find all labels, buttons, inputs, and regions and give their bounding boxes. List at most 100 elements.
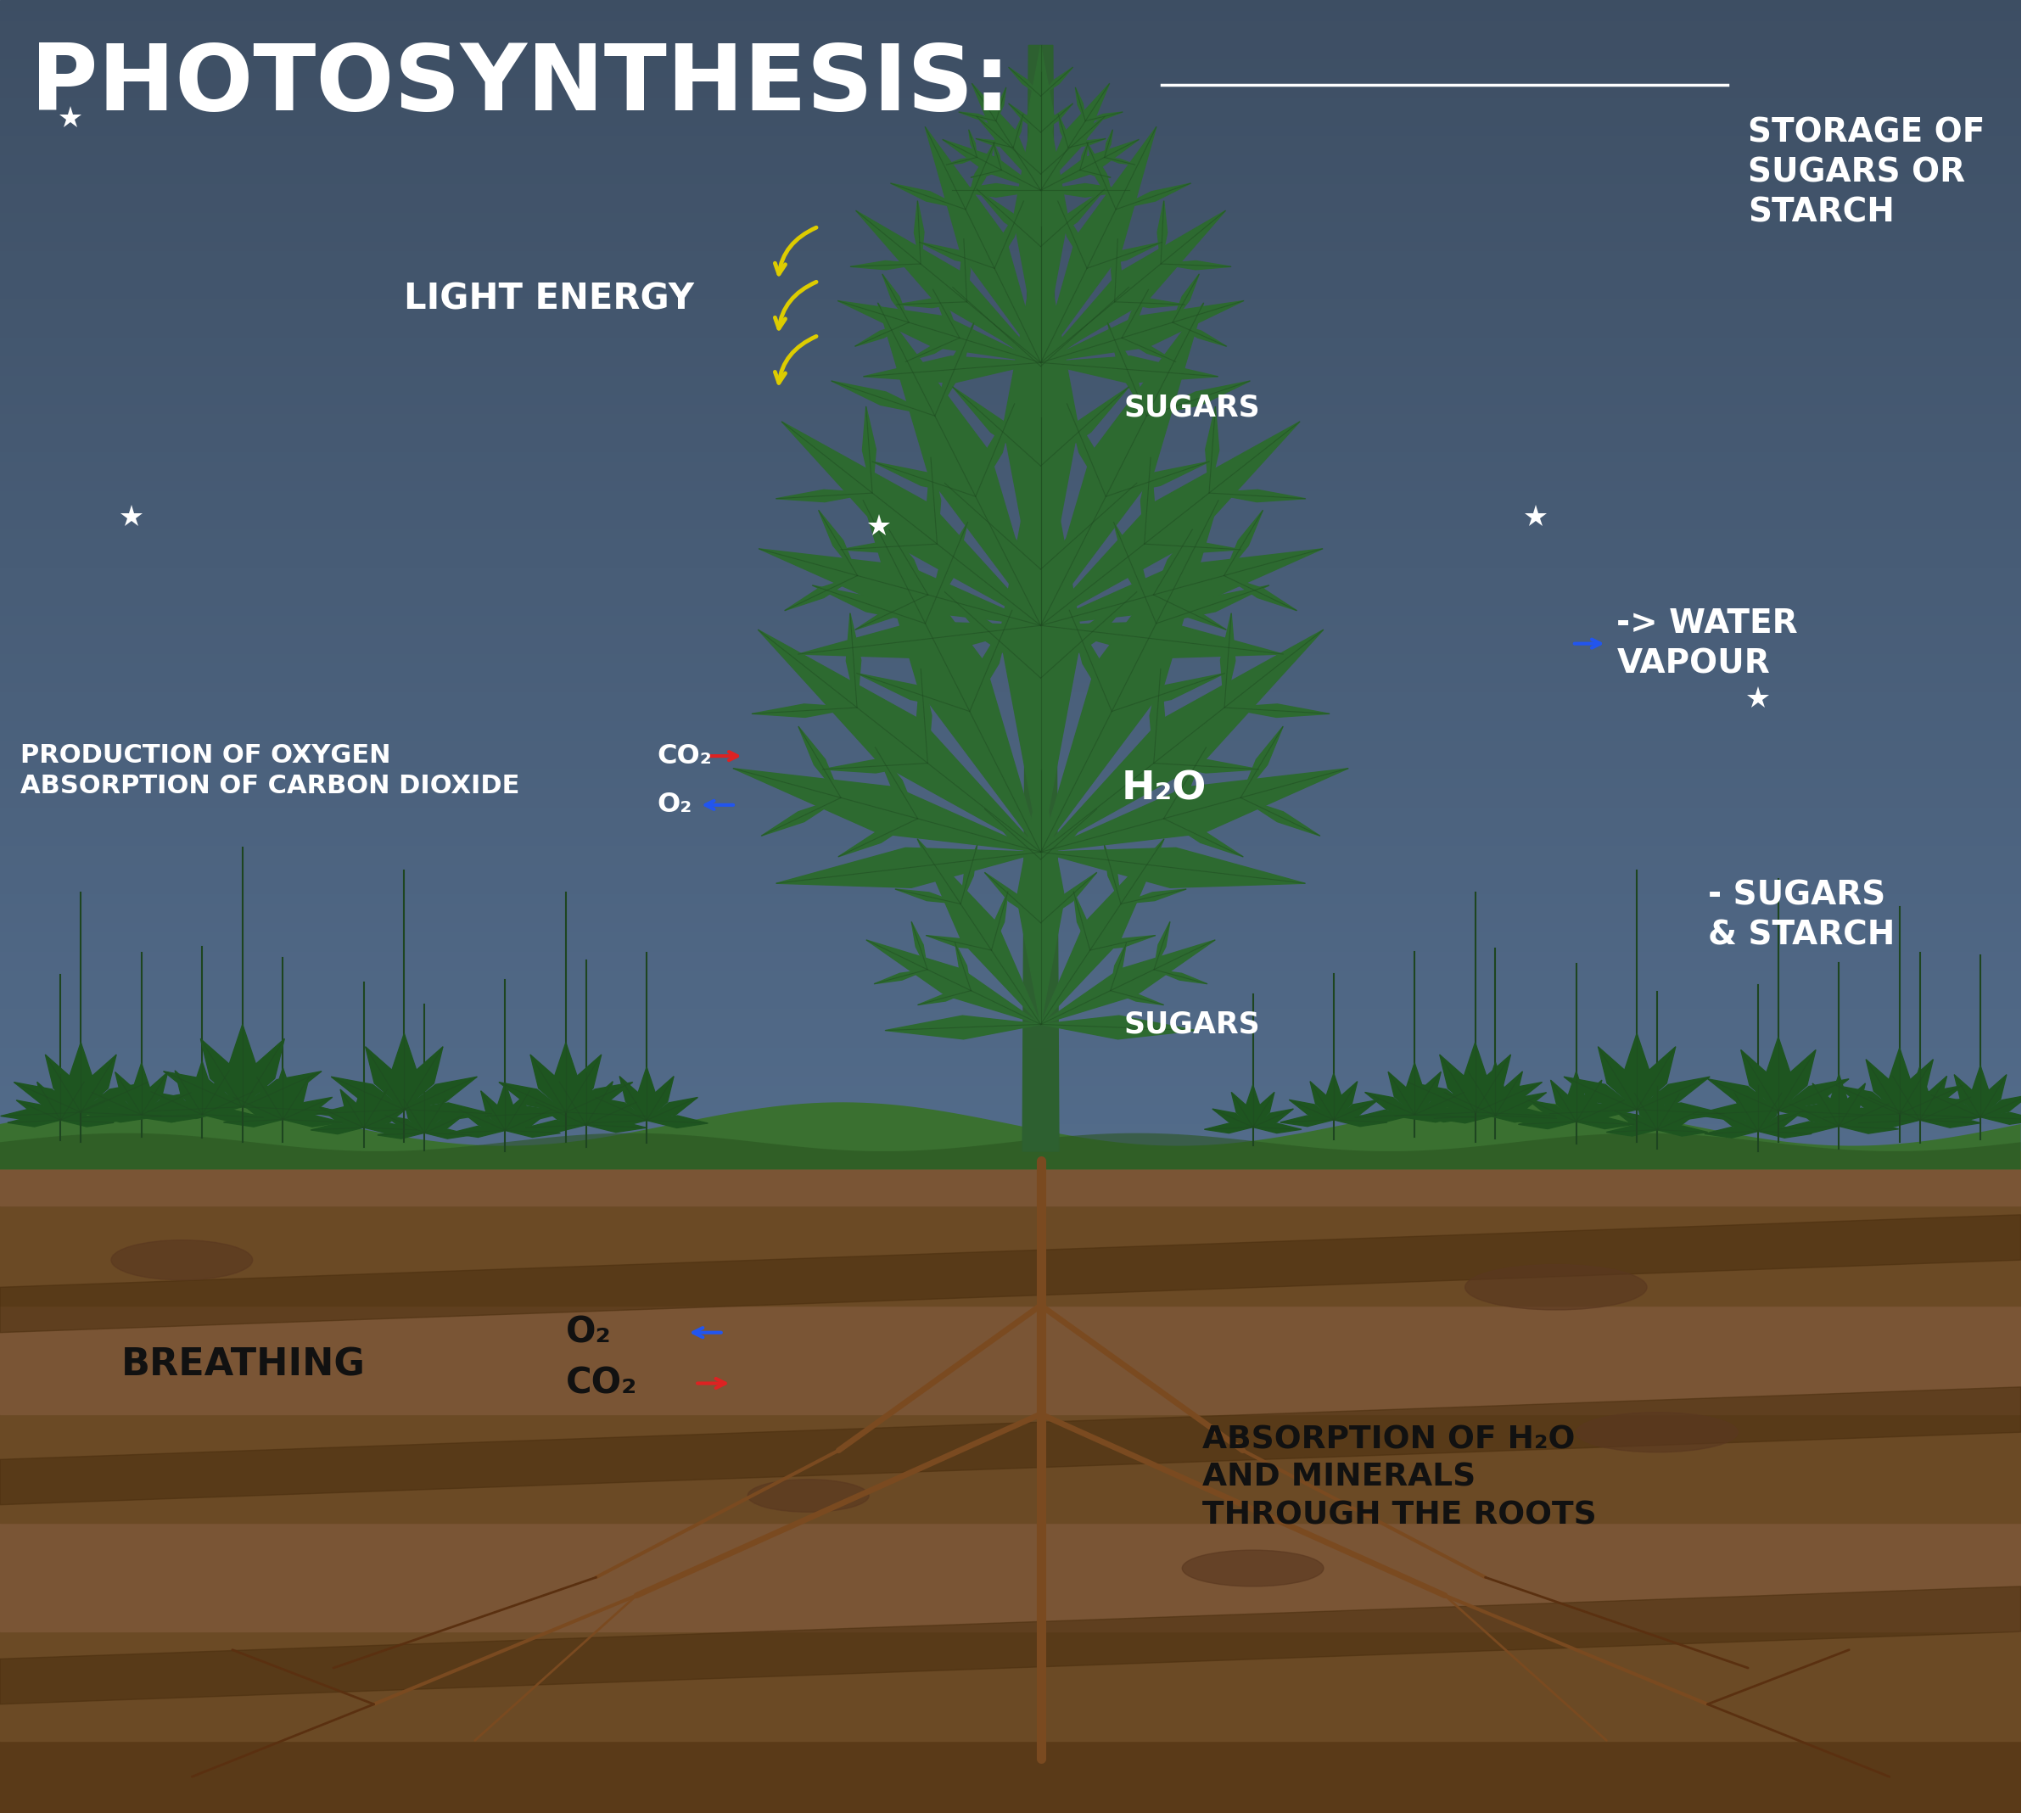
Bar bbox=[0, 825, 2022, 834]
Polygon shape bbox=[1040, 809, 1098, 859]
Polygon shape bbox=[1112, 239, 1120, 301]
Polygon shape bbox=[1981, 1113, 2040, 1124]
Bar bbox=[0, 373, 2022, 384]
Bar bbox=[0, 653, 2022, 662]
Polygon shape bbox=[61, 1117, 114, 1126]
Text: O₂: O₂ bbox=[566, 1314, 611, 1351]
Polygon shape bbox=[1549, 1102, 1637, 1120]
Polygon shape bbox=[82, 1106, 161, 1122]
Polygon shape bbox=[114, 1071, 141, 1115]
Polygon shape bbox=[405, 1046, 444, 1110]
Polygon shape bbox=[875, 747, 918, 819]
Polygon shape bbox=[1476, 1055, 1511, 1111]
Polygon shape bbox=[319, 1108, 364, 1128]
Polygon shape bbox=[1157, 201, 1167, 265]
Text: CO₂: CO₂ bbox=[656, 743, 711, 769]
Polygon shape bbox=[317, 1102, 405, 1120]
Polygon shape bbox=[1173, 274, 1200, 323]
Polygon shape bbox=[0, 1106, 82, 1122]
Polygon shape bbox=[243, 1071, 321, 1106]
Polygon shape bbox=[1919, 1077, 1946, 1120]
Polygon shape bbox=[1414, 1093, 1464, 1115]
Polygon shape bbox=[1468, 1071, 1496, 1115]
Bar bbox=[0, 230, 2022, 239]
Polygon shape bbox=[905, 337, 959, 361]
Polygon shape bbox=[1396, 1106, 1476, 1122]
Bar bbox=[0, 29, 2022, 38]
Polygon shape bbox=[1147, 381, 1251, 415]
Bar bbox=[0, 441, 2022, 451]
Bar bbox=[0, 134, 2022, 143]
Bar bbox=[0, 47, 2022, 58]
Bar bbox=[0, 480, 2022, 490]
Polygon shape bbox=[425, 1115, 464, 1133]
Polygon shape bbox=[777, 848, 1040, 888]
Polygon shape bbox=[1435, 1111, 1496, 1122]
Polygon shape bbox=[282, 1077, 309, 1119]
Polygon shape bbox=[403, 1099, 425, 1133]
Polygon shape bbox=[926, 127, 1040, 363]
Polygon shape bbox=[646, 1115, 707, 1128]
Polygon shape bbox=[1040, 549, 1322, 625]
Polygon shape bbox=[243, 1100, 337, 1119]
Bar bbox=[0, 1122, 2022, 1131]
Bar bbox=[0, 979, 2022, 988]
Bar bbox=[0, 720, 2022, 729]
Polygon shape bbox=[576, 1073, 595, 1124]
Ellipse shape bbox=[748, 1479, 869, 1512]
Polygon shape bbox=[1551, 1081, 1576, 1122]
Text: H₂O: H₂O bbox=[1122, 769, 1206, 809]
Polygon shape bbox=[194, 1061, 211, 1115]
Polygon shape bbox=[1040, 482, 1136, 569]
Bar bbox=[0, 1046, 2022, 1055]
Polygon shape bbox=[1155, 921, 1169, 970]
Polygon shape bbox=[378, 1129, 425, 1139]
Bar bbox=[0, 537, 2022, 548]
Polygon shape bbox=[1694, 1104, 1778, 1120]
Bar bbox=[0, 749, 2022, 758]
Bar bbox=[0, 883, 2022, 892]
Polygon shape bbox=[92, 1093, 141, 1115]
Polygon shape bbox=[1280, 1115, 1335, 1126]
Polygon shape bbox=[53, 1073, 67, 1120]
Polygon shape bbox=[1040, 1015, 1196, 1039]
Ellipse shape bbox=[110, 1240, 253, 1280]
Polygon shape bbox=[341, 1090, 364, 1128]
Polygon shape bbox=[386, 1115, 425, 1133]
Polygon shape bbox=[961, 239, 971, 301]
Polygon shape bbox=[995, 201, 1024, 268]
Text: CO₂: CO₂ bbox=[566, 1365, 638, 1401]
Polygon shape bbox=[985, 809, 1040, 859]
Polygon shape bbox=[953, 386, 1040, 466]
Polygon shape bbox=[147, 1100, 243, 1119]
Polygon shape bbox=[1040, 116, 1104, 174]
Polygon shape bbox=[1625, 1033, 1650, 1110]
Bar bbox=[0, 662, 2022, 671]
Polygon shape bbox=[928, 457, 940, 544]
Polygon shape bbox=[480, 1091, 505, 1131]
Polygon shape bbox=[965, 141, 995, 210]
Bar bbox=[0, 787, 2022, 796]
Text: SUGARS: SUGARS bbox=[1124, 393, 1259, 422]
Polygon shape bbox=[1564, 1077, 1637, 1110]
Bar bbox=[0, 20, 2022, 29]
Bar bbox=[0, 711, 2022, 720]
Bar bbox=[0, 1414, 2022, 1523]
Polygon shape bbox=[850, 261, 920, 270]
Bar bbox=[0, 96, 2022, 105]
Polygon shape bbox=[1040, 286, 1128, 366]
Polygon shape bbox=[1104, 131, 1112, 158]
Polygon shape bbox=[1607, 1126, 1658, 1137]
Bar bbox=[0, 0, 2022, 9]
Bar bbox=[0, 335, 2022, 344]
Polygon shape bbox=[918, 990, 971, 1004]
Polygon shape bbox=[752, 703, 856, 718]
Polygon shape bbox=[758, 549, 1040, 625]
Polygon shape bbox=[854, 323, 910, 346]
Bar bbox=[0, 239, 2022, 250]
Polygon shape bbox=[486, 1106, 566, 1122]
Polygon shape bbox=[141, 1071, 168, 1115]
Polygon shape bbox=[1637, 1046, 1676, 1110]
Polygon shape bbox=[926, 936, 991, 950]
Polygon shape bbox=[1823, 1108, 1899, 1124]
